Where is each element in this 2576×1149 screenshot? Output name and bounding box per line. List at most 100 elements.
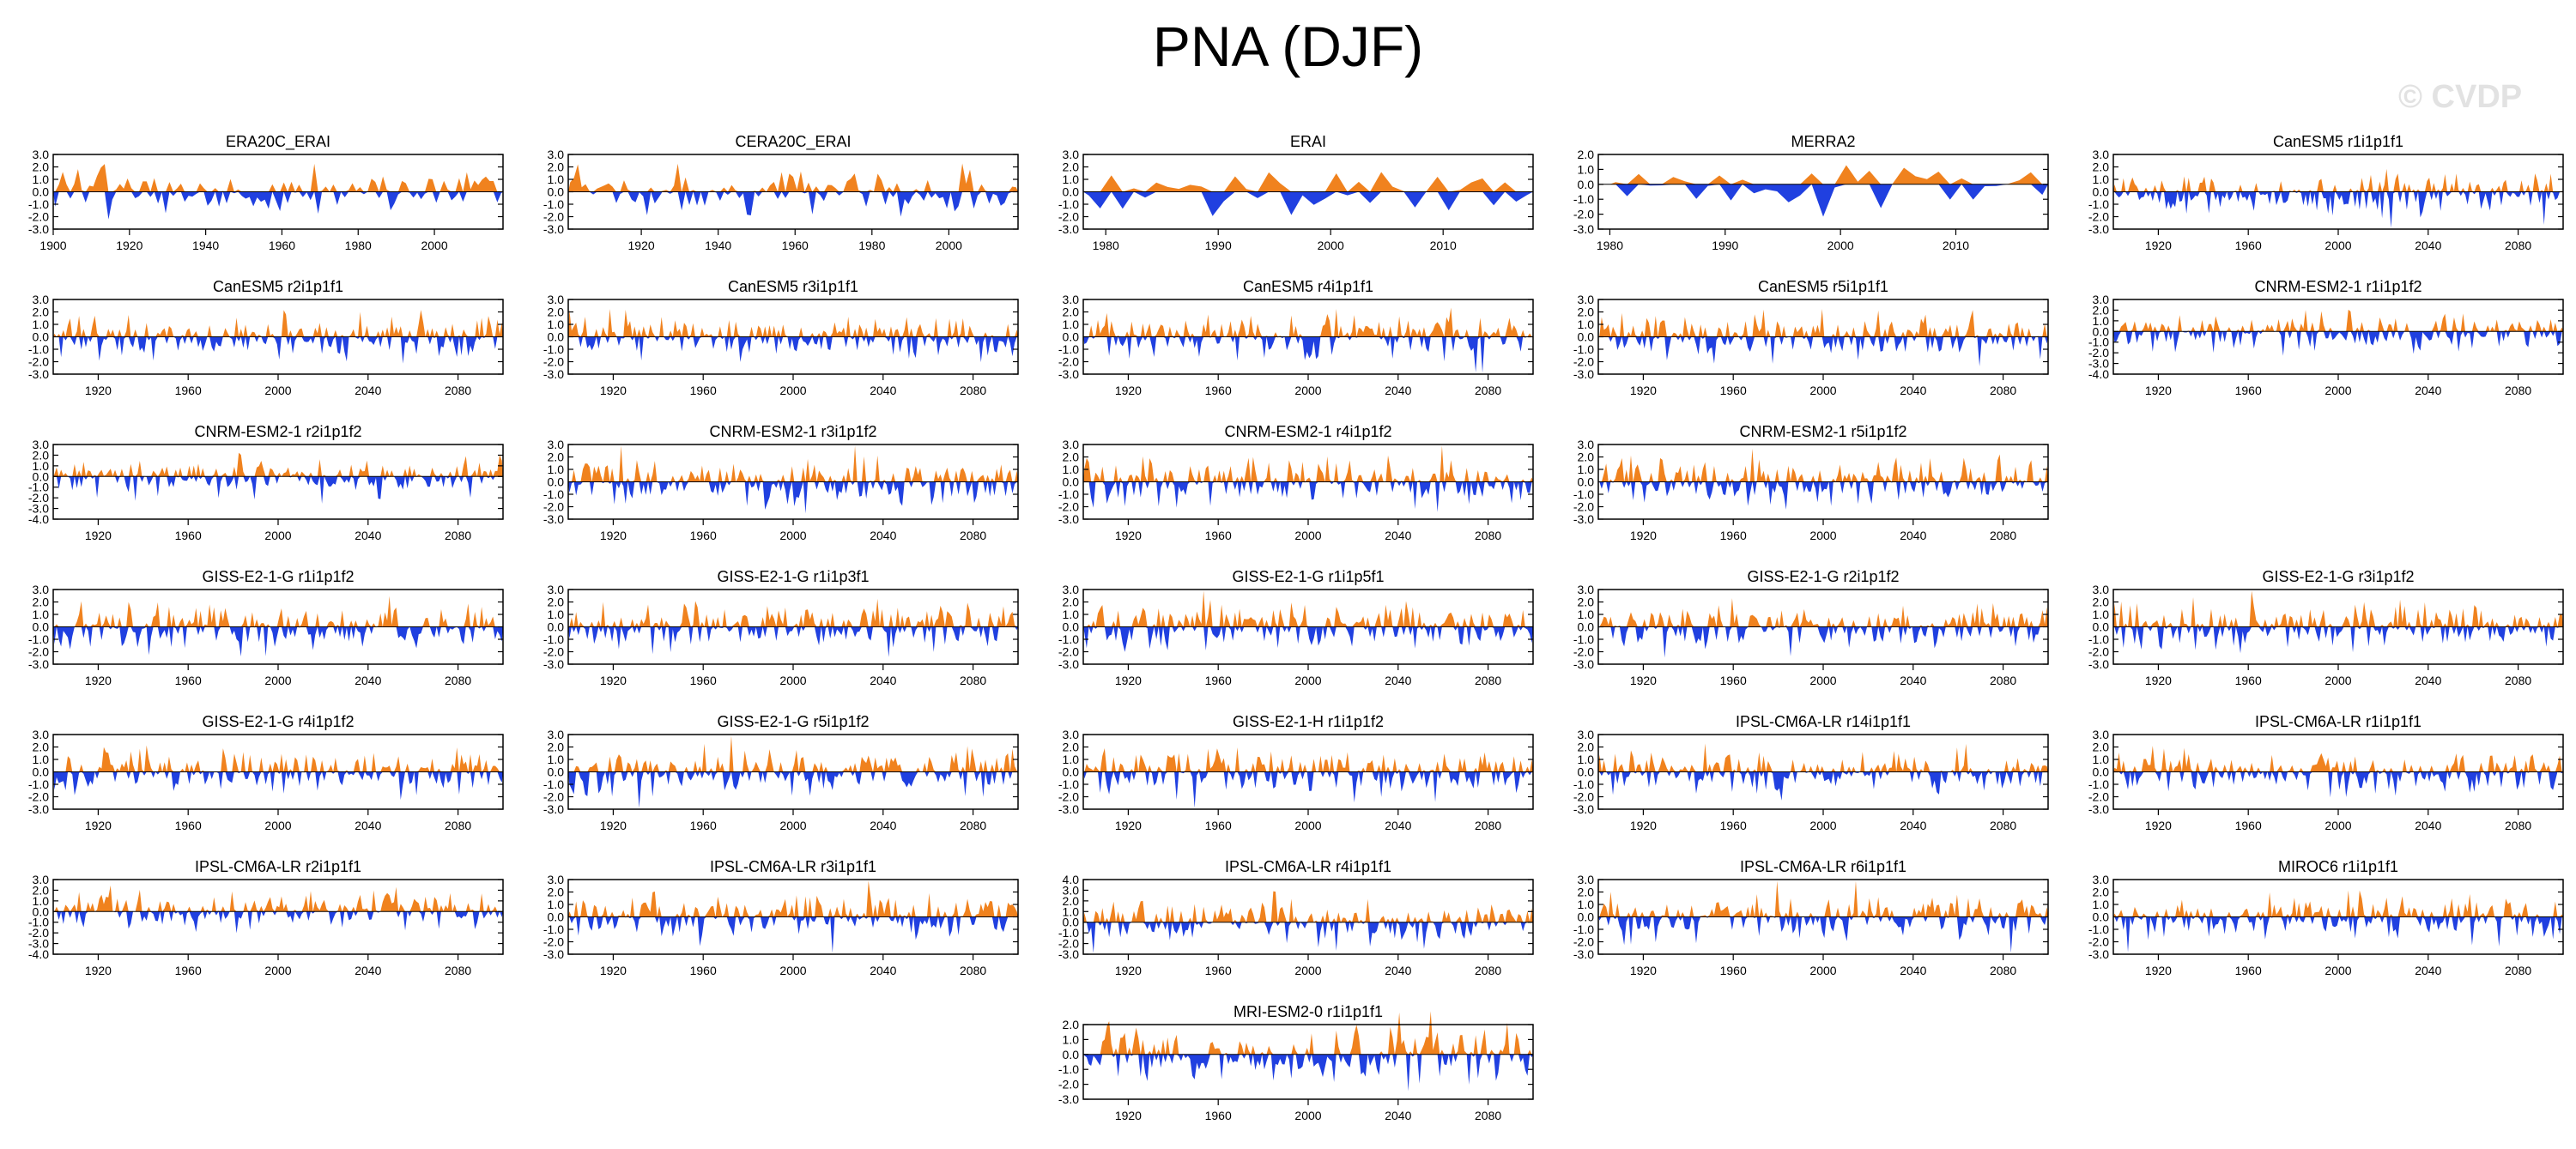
x-tick-label: 2040 <box>1900 819 1926 832</box>
y-tick-label: 3.0 <box>1578 873 1595 886</box>
y-tick-label: 0.0 <box>2093 620 2110 634</box>
x-tick-label: 1960 <box>175 674 202 687</box>
x-tick-label: 2080 <box>1475 1109 1501 1122</box>
page-title: PNA (DJF) <box>1152 15 1424 78</box>
x-tick-label: 2080 <box>2505 674 2531 687</box>
panel: GISS-E2-1-G r2i1p1f2 3.02.01.00.0-1.0-2.0… <box>1573 568 2049 687</box>
negative-area <box>1598 771 2048 801</box>
panel: IPSL-CM6A-LR r2i1p1f1 3.02.01.00.0-1.0-2.… <box>28 858 504 977</box>
x-tick-label: 2040 <box>2415 964 2441 977</box>
x-tick-label: 2080 <box>2505 384 2531 397</box>
x-tick-label: 1920 <box>600 384 627 397</box>
y-tick-label: 2.0 <box>1063 451 1080 464</box>
y-tick-label: -3.0 <box>28 367 49 381</box>
panel-title: CanESM5 r4i1p1f1 <box>1243 278 1373 295</box>
y-tick-label: 1.0 <box>33 608 50 621</box>
x-tick-label: 1960 <box>690 674 717 687</box>
y-tick-label: -1.0 <box>28 342 49 356</box>
panel: GISS-E2-1-G r1i1p1f2 3.02.01.00.0-1.0-2.0… <box>28 568 504 687</box>
x-tick-label: 1920 <box>600 529 627 542</box>
x-tick-label: 2000 <box>1294 529 1321 542</box>
y-tick-label: -2.0 <box>1573 208 1594 221</box>
y-tick-label: 0.0 <box>1063 620 1080 634</box>
panel: CNRM-ESM2-1 r2i1p1f2 3.02.01.00.0-1.0-2.0… <box>28 423 504 542</box>
plot-frame <box>52 879 504 955</box>
x-tick-label: 2080 <box>1990 674 2016 687</box>
panel: CanESM5 r5i1p1f1 3.02.01.00.0-1.0-2.0-3.0… <box>1573 278 2049 397</box>
y-tick-label: 0.0 <box>1578 910 1595 924</box>
x-tick-label: 2000 <box>779 964 806 977</box>
y-tick-label: -2.0 <box>543 645 564 659</box>
x-tick-label: 2040 <box>1900 674 1926 687</box>
x-tick-label: 2000 <box>2324 964 2351 977</box>
panel: GISS-E2-1-H r1i1p1f2 3.02.01.00.0-1.0-2.0… <box>1058 713 1534 832</box>
x-tick-label: 1960 <box>690 964 717 977</box>
y-tick-label: -3.0 <box>28 222 49 236</box>
positive-area <box>2113 746 2563 772</box>
y-tick-label: -2.0 <box>1573 790 1594 804</box>
y-tick-label: -3.0 <box>1058 657 1079 671</box>
x-tick-label: 2000 <box>779 529 806 542</box>
y-tick-label: -1.0 <box>1058 926 1079 940</box>
y-tick-label: -2.0 <box>2088 935 2109 949</box>
y-tick-label: -4.0 <box>28 512 49 526</box>
y-tick-label: 3.0 <box>2093 148 2110 161</box>
y-tick-label: -3.0 <box>2088 947 2109 961</box>
y-tick-label: -2.0 <box>543 210 564 224</box>
x-tick-label: 2040 <box>1385 674 1411 687</box>
y-tick-label: -2.0 <box>1058 645 1079 659</box>
y-tick-label: -1.0 <box>1058 1062 1079 1076</box>
y-tick-label: 2.0 <box>33 160 50 174</box>
x-tick-label: 1960 <box>1720 384 1747 397</box>
y-tick-label: 0.0 <box>1063 330 1080 344</box>
y-tick-label: -3.0 <box>1058 1092 1079 1106</box>
y-tick-label: 1.0 <box>1063 1032 1080 1046</box>
positive-area <box>1083 172 1533 192</box>
y-tick-label: 3.0 <box>548 728 565 741</box>
positive-area <box>2113 590 2563 627</box>
panel: GISS-E2-1-G r1i1p5f1 3.02.01.00.0-1.0-2.0… <box>1058 568 1534 687</box>
y-tick-label: 1.0 <box>548 898 565 911</box>
panel: CNRM-ESM2-1 r5i1p1f2 3.02.01.00.0-1.0-2.0… <box>1573 423 2049 542</box>
y-tick-label: 2.0 <box>1578 886 1595 899</box>
y-tick-label: 3.0 <box>548 438 565 451</box>
plot-frame <box>52 444 504 520</box>
x-tick-label: 1920 <box>85 384 112 397</box>
positive-area <box>53 885 503 912</box>
positive-area <box>1598 743 2048 772</box>
panel-title: IPSL-CM6A-LR r2i1p1f1 <box>195 858 361 875</box>
x-tick-label: 1960 <box>1720 674 1747 687</box>
x-tick-label: 2000 <box>779 819 806 832</box>
x-tick-label: 2040 <box>1900 964 1926 977</box>
y-tick-label: -3.0 <box>1573 367 1594 381</box>
y-tick-label: -2.0 <box>543 935 564 949</box>
x-tick-label: 1960 <box>1205 674 1232 687</box>
y-tick-label: -3.0 <box>1058 947 1079 961</box>
y-tick-label: 2.0 <box>33 448 50 462</box>
y-tick-label: 3.0 <box>1578 293 1595 306</box>
y-tick-label: -2.0 <box>1058 355 1079 369</box>
x-tick-label: 2000 <box>2324 239 2351 252</box>
y-tick-label: -1.0 <box>2088 922 2109 936</box>
panel-title: CanESM5 r5i1p1f1 <box>1758 278 1888 295</box>
y-tick-label: -2.0 <box>1058 500 1079 514</box>
y-tick-label: 3.0 <box>1063 438 1080 451</box>
y-tick-label: -3.0 <box>1058 512 1079 526</box>
negative-area <box>53 626 503 657</box>
x-tick-label: 1920 <box>85 529 112 542</box>
y-tick-label: 2.0 <box>1578 305 1595 319</box>
y-tick-label: 3.0 <box>2093 583 2110 596</box>
y-tick-label: 2.0 <box>1063 160 1080 174</box>
x-tick-label: 2040 <box>870 529 896 542</box>
x-tick-label: 1980 <box>858 239 885 252</box>
x-tick-label: 2000 <box>264 819 291 832</box>
x-tick-label: 1960 <box>690 384 717 397</box>
panel: GISS-E2-1-G r1i1p3f1 3.02.01.00.0-1.0-2.0… <box>543 568 1019 687</box>
positive-area <box>1598 598 2048 627</box>
negative-area <box>53 191 503 220</box>
negative-area <box>1598 626 2048 658</box>
y-tick-label: 0.0 <box>1063 916 1080 929</box>
panel: IPSL-CM6A-LR r14i1p1f1 3.02.01.00.0-1.0-2… <box>1573 713 2049 832</box>
x-tick-label: 1960 <box>2235 674 2262 687</box>
x-tick-label: 2080 <box>445 819 471 832</box>
